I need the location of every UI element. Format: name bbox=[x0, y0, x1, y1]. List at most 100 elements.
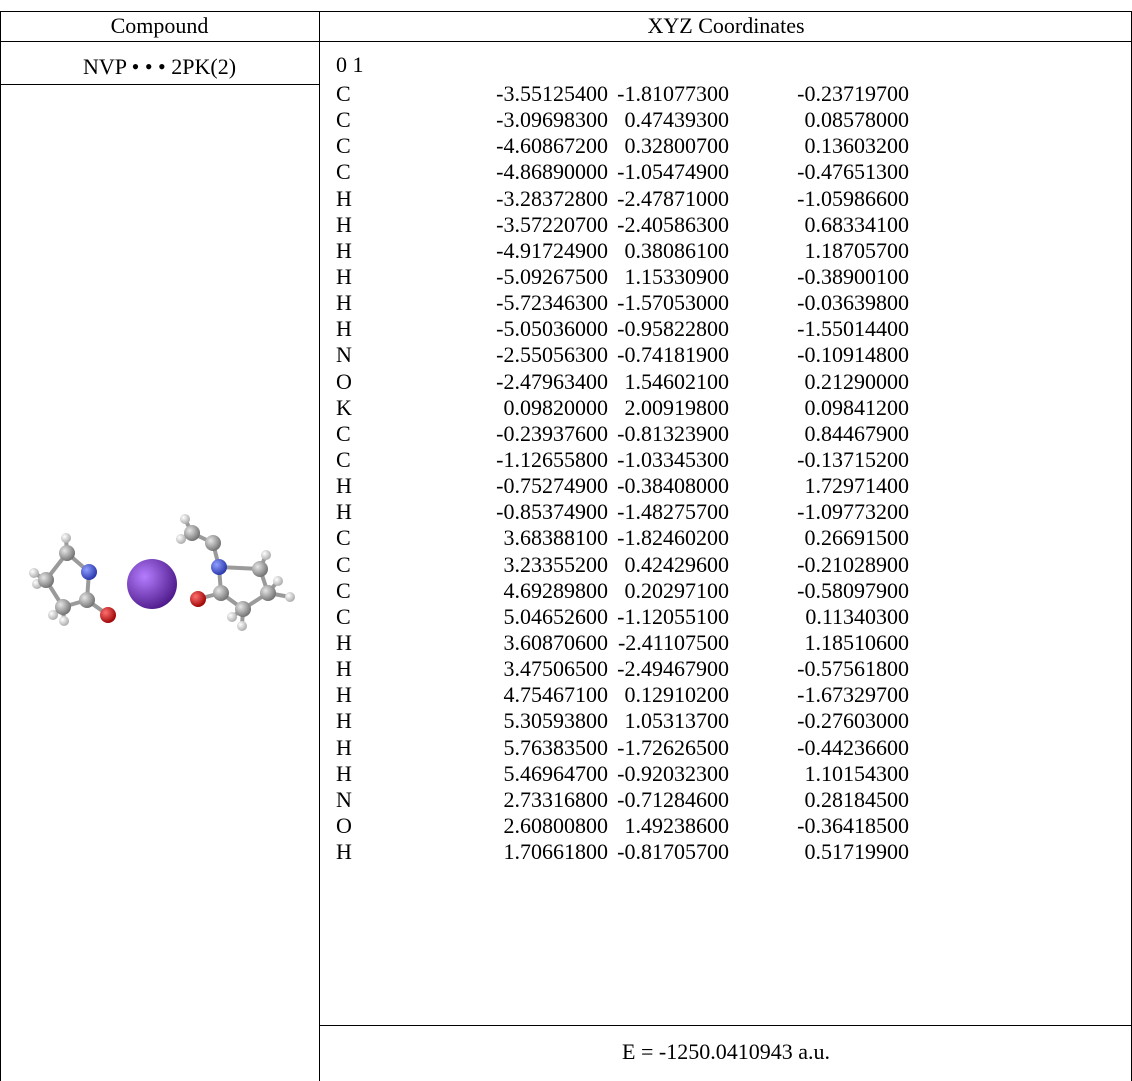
coord-x: 4.69289800 bbox=[503, 577, 609, 603]
coord-y: -0.95822800 bbox=[617, 316, 729, 342]
coord-x: -3.55125400 bbox=[496, 81, 608, 106]
coord-z: 0.28184500 bbox=[804, 786, 910, 812]
table-row: H 3.47506500 -2.49467900 -0.57561800 bbox=[336, 656, 1116, 682]
atom-element: C bbox=[336, 525, 351, 551]
coord-z: -0.44236600 bbox=[797, 734, 909, 760]
coord-x: -0.23937600 bbox=[496, 420, 608, 446]
column-divider bbox=[319, 11, 320, 1081]
coord-x: -1.12655800 bbox=[496, 446, 608, 472]
coord-x: 4.75467100 bbox=[503, 682, 609, 708]
coord-z: -0.23719700 bbox=[797, 81, 909, 106]
table-row: O 2.60800800 1.49238600 -0.36418500 bbox=[336, 813, 1116, 839]
atom-element: H bbox=[336, 708, 352, 734]
atom-element: H bbox=[336, 211, 352, 237]
coord-y: 1.54602100 bbox=[624, 368, 730, 394]
atom-element: H bbox=[336, 185, 352, 211]
coord-z: -1.09773200 bbox=[797, 499, 909, 525]
atom-element: O bbox=[336, 812, 352, 838]
coord-z: 0.08578000 bbox=[804, 107, 910, 133]
atom-element: C bbox=[336, 551, 351, 577]
atom-element: H bbox=[336, 263, 352, 289]
atom-element: H bbox=[336, 499, 352, 525]
atom-element: H bbox=[336, 629, 352, 655]
table-row: O -2.47963400 1.54602100 0.21290000 bbox=[336, 369, 1116, 395]
coord-x: 2.73316800 bbox=[503, 786, 609, 812]
coord-y: -0.92032300 bbox=[617, 760, 729, 786]
atom-element: N bbox=[336, 786, 352, 812]
table-row: N 2.73316800 -0.71284600 0.28184500 bbox=[336, 787, 1116, 813]
atom-element: N bbox=[336, 342, 352, 368]
coord-y: 0.12910200 bbox=[624, 682, 730, 708]
coord-x: -0.85374900 bbox=[496, 499, 608, 525]
coord-y: -1.03345300 bbox=[617, 446, 729, 472]
table-row: H -5.72346300 -1.57053000 -0.03639800 bbox=[336, 290, 1116, 316]
coord-x: 1.70661800 bbox=[503, 839, 609, 865]
table-row: K 0.09820000 2.00919800 0.09841200 bbox=[336, 395, 1116, 421]
atom-element: H bbox=[336, 473, 352, 499]
coord-x: -5.09267500 bbox=[496, 263, 608, 289]
table-row: H -5.09267500 1.15330900 -0.38900100 bbox=[336, 264, 1116, 290]
coord-y: -0.71284600 bbox=[617, 786, 729, 812]
coord-z: 1.10154300 bbox=[804, 760, 910, 786]
coord-y: -2.41107500 bbox=[617, 629, 729, 655]
coord-y: -1.81077300 bbox=[617, 81, 729, 106]
coord-z: -0.10914800 bbox=[797, 342, 909, 368]
table-row: C -3.55125400 -1.81077300 -0.23719700 bbox=[336, 81, 1116, 107]
table-row: C -0.23937600 -0.81323900 0.84467900 bbox=[336, 421, 1116, 447]
coord-z: 0.13603200 bbox=[804, 133, 910, 159]
compound-name-bottom-border bbox=[0, 84, 320, 85]
atom-element: C bbox=[336, 446, 351, 472]
table-row: C 3.23355200 0.42429600 -0.21028900 bbox=[336, 552, 1116, 578]
coord-z: -0.21028900 bbox=[797, 551, 909, 577]
table-row: N -2.55056300 -0.74181900 -0.10914800 bbox=[336, 342, 1116, 368]
atom-element: H bbox=[336, 760, 352, 786]
coord-z: -1.67329700 bbox=[797, 682, 909, 708]
atom-element: C bbox=[336, 107, 351, 133]
coord-y: -1.82460200 bbox=[617, 525, 729, 551]
coord-y: -1.12055100 bbox=[617, 603, 729, 629]
atom-element: H bbox=[336, 237, 352, 263]
atom-element: H bbox=[336, 290, 352, 316]
atom-element: O bbox=[336, 368, 352, 394]
charge-multiplicity: 0 1 bbox=[336, 52, 364, 77]
atom-element: H bbox=[336, 734, 352, 760]
coord-z: 1.18705700 bbox=[804, 237, 910, 263]
coord-z: -0.57561800 bbox=[797, 656, 909, 682]
coord-y: -1.72626500 bbox=[617, 734, 729, 760]
coord-y: -2.40586300 bbox=[617, 211, 729, 237]
coord-y: 0.38086100 bbox=[624, 237, 730, 263]
coord-x: 3.68388100 bbox=[503, 525, 609, 551]
coord-y: 1.15330900 bbox=[624, 263, 730, 289]
coord-x: 5.30593800 bbox=[503, 708, 609, 734]
atom-list: C -3.55125400 -1.81077300 -0.23719700 C -3.09… bbox=[336, 81, 1116, 865]
coord-y: -0.81705700 bbox=[617, 839, 729, 865]
coord-x: -5.72346300 bbox=[496, 290, 608, 316]
coord-x: -2.47963400 bbox=[496, 368, 608, 394]
table-row: H 5.46964700 -0.92032300 1.10154300 bbox=[336, 761, 1116, 787]
atom-element: C bbox=[336, 420, 351, 446]
table-row: C 3.68388100 -1.82460200 0.26691500 bbox=[336, 525, 1116, 551]
coord-z: -1.55014400 bbox=[797, 316, 909, 342]
table-row: H 1.70661800 -0.81705700 0.51719900 bbox=[336, 839, 1116, 865]
atom-element: C bbox=[336, 81, 351, 106]
coord-y: 1.05313700 bbox=[624, 708, 730, 734]
coord-x: 3.23355200 bbox=[503, 551, 609, 577]
table-row: H -3.28372800 -2.47871000 -1.05986600 bbox=[336, 186, 1116, 212]
table-row: C -3.09698300 0.47439300 0.08578000 bbox=[336, 107, 1116, 133]
table-row: H -0.75274900 -0.38408000 1.72971400 bbox=[336, 473, 1116, 499]
energy-value: E = -1250.0410943 a.u. bbox=[622, 1039, 830, 1064]
atom-element: K bbox=[336, 394, 352, 420]
coord-y: 0.32800700 bbox=[624, 133, 730, 159]
coord-x: 3.60870600 bbox=[503, 629, 609, 655]
xyz-coordinates-header: XYZ Coordinates bbox=[647, 13, 805, 38]
coord-z: 0.68334100 bbox=[804, 211, 910, 237]
table-row: C 5.04652600 -1.12055100 0.11340300 bbox=[336, 604, 1116, 630]
coord-x: 2.60800800 bbox=[503, 812, 609, 838]
atom-element: H bbox=[336, 656, 352, 682]
coord-y: -2.49467900 bbox=[617, 656, 729, 682]
table-row: H -5.05036000 -0.95822800 -1.55014400 bbox=[336, 316, 1116, 342]
atom-element: H bbox=[336, 839, 352, 865]
coord-y: 1.49238600 bbox=[624, 812, 730, 838]
coord-x: 5.76383500 bbox=[503, 734, 609, 760]
